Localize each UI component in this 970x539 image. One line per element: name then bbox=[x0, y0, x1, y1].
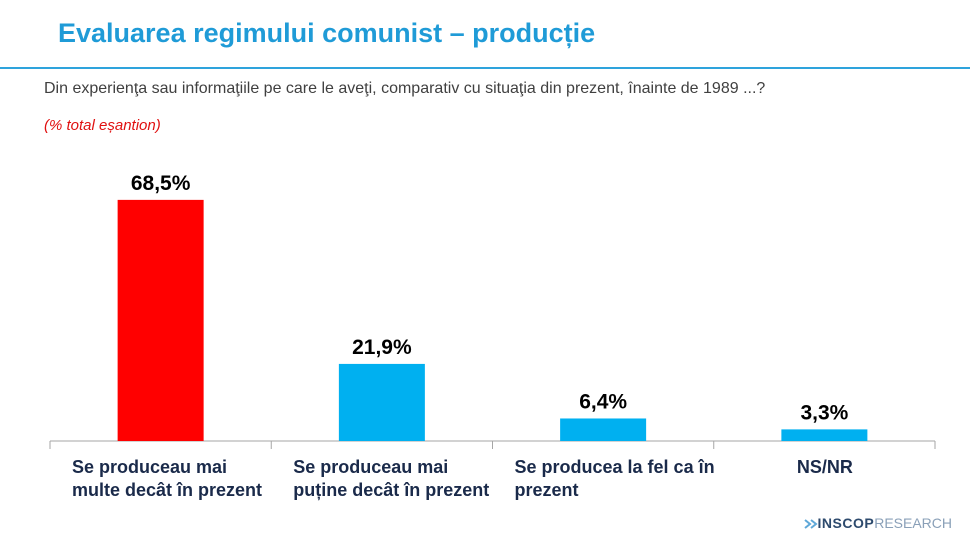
value-label: 21,9% bbox=[352, 336, 412, 359]
bar bbox=[338, 363, 425, 441]
bar bbox=[117, 199, 204, 441]
value-label: 68,5% bbox=[131, 172, 191, 195]
logo-suffix: RESEARCH bbox=[874, 515, 952, 531]
bar bbox=[781, 429, 868, 441]
logo: INSCOPRESEARCH bbox=[803, 515, 952, 531]
chart-title: Evaluarea regimului comunist – producție bbox=[58, 18, 596, 48]
x-tick-label: Se produceau mai multe decât în prezent bbox=[72, 457, 263, 500]
logo-icon bbox=[803, 519, 818, 530]
subtitle: Din experienţa sau informaţiile pe care … bbox=[44, 80, 766, 97]
logo-name: INSCOP bbox=[817, 515, 875, 531]
value-label: 3,3% bbox=[800, 401, 848, 424]
x-tick-label: Se produceau mai puține decât în prezent bbox=[293, 457, 490, 500]
note: (% total eșantion) bbox=[44, 117, 161, 134]
x-tick-label: Se producea la fel ca în prezent bbox=[514, 457, 715, 500]
value-label: 6,4% bbox=[579, 390, 627, 413]
bar bbox=[560, 418, 647, 441]
x-tick-label: NS/NR bbox=[796, 457, 853, 477]
